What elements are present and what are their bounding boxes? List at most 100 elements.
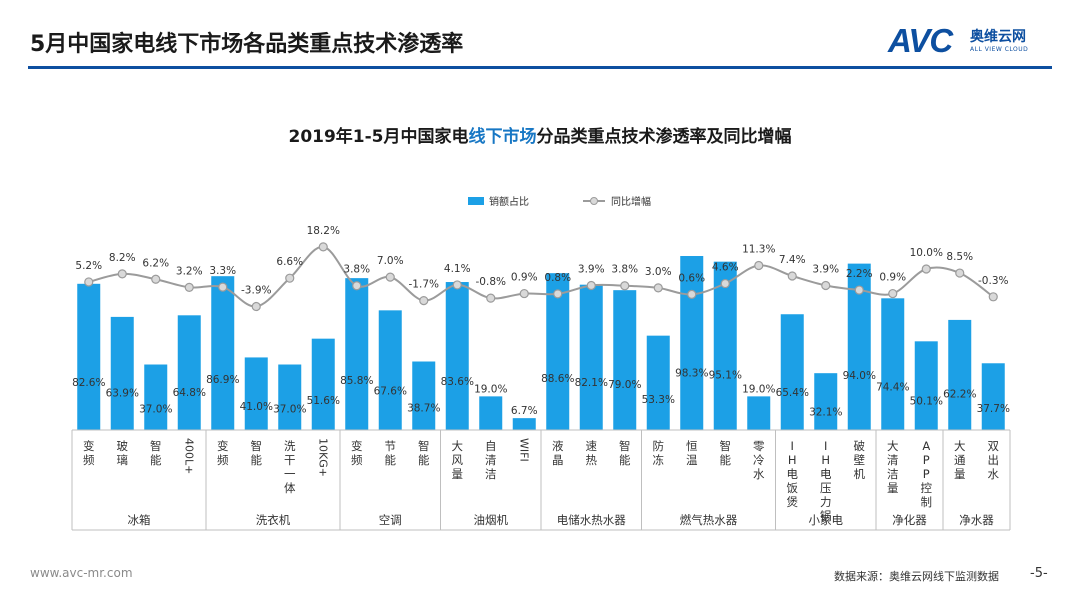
category-label: 变频 [217, 439, 229, 467]
growth-label: 11.3% [742, 243, 775, 255]
growth-point [352, 281, 362, 291]
category-label-char: 变 [83, 439, 95, 453]
growth-label: -0.3% [978, 275, 1008, 287]
bar-value-label: 85.8% [340, 375, 373, 387]
bar [613, 290, 637, 430]
growth-label: 6.2% [142, 257, 169, 269]
group-label: 电储水热水器 [557, 513, 626, 527]
growth-label: 8.5% [946, 251, 973, 263]
category-label-char: H [821, 453, 830, 467]
growth-point [117, 269, 127, 279]
category-label-char: A [922, 439, 930, 453]
category-label-char: P [923, 467, 930, 481]
category-label-char: 璃 [117, 453, 129, 467]
category-label-char: 大 [954, 439, 966, 453]
bar-value-label: 19.0% [474, 383, 507, 395]
category-label-char: 热 [586, 453, 598, 467]
growth-point [184, 282, 194, 292]
growth-label: 3.3% [209, 265, 236, 277]
growth-point [519, 288, 529, 299]
category-label-char: 洁 [485, 467, 497, 481]
growth-label: 3.9% [812, 263, 839, 275]
bar-value-label: 19.0% [742, 383, 775, 395]
growth-label: 0.9% [879, 272, 906, 284]
growth-point [251, 301, 261, 312]
bar-value-label: 82.6% [72, 377, 105, 389]
category-label: WIFI [517, 438, 530, 462]
category-label-char: 洁 [887, 467, 899, 481]
growth-point [720, 278, 730, 289]
legend-label-bar: 销额占比 [489, 195, 529, 208]
category-label: 速热 [586, 439, 598, 467]
category-label-char: 玻 [117, 439, 129, 453]
category-label-char: 智 [720, 439, 732, 453]
bar-value-label: 79.0% [608, 379, 641, 391]
category-label-char: 体 [284, 481, 296, 495]
category-label-char: 频 [351, 453, 363, 467]
category-label-char: 能 [251, 453, 263, 467]
growth-label: 5.2% [75, 260, 102, 272]
category-label-char: 温 [686, 453, 698, 467]
legend-swatch-bar [468, 197, 484, 205]
group-label: 空调 [379, 513, 402, 527]
bar [713, 261, 737, 430]
chart-title-part: 分品类重点技术渗透率及同比增幅 [537, 126, 792, 147]
bar [479, 396, 503, 430]
bar-value-label: 6.7% [511, 405, 538, 417]
bar-value-label: 37.0% [139, 403, 172, 415]
bar [445, 282, 469, 430]
category-label: 零冷水 [753, 439, 765, 481]
growth-point [955, 268, 965, 278]
bar-value-label: 62.2% [943, 389, 976, 401]
category-label-char: 制 [921, 495, 933, 509]
legend-marker-line [590, 197, 598, 205]
growth-label: -0.8% [476, 276, 506, 288]
category-label-char: 能 [150, 453, 162, 467]
category-label-char: 冷 [753, 453, 765, 467]
growth-point [888, 288, 898, 299]
category-label-char: 速 [586, 439, 598, 453]
bar [680, 256, 704, 430]
category-label-char: 压 [820, 481, 832, 495]
logo-brand: AVC [888, 22, 953, 59]
category-label-char: 机 [854, 467, 866, 481]
category-label-char: P [923, 453, 930, 467]
growth-point [385, 272, 395, 282]
group-label: 小家电 [809, 513, 844, 527]
growth-point [285, 273, 295, 283]
bar [378, 310, 402, 430]
bar-value-label: 86.9% [206, 374, 239, 386]
category-label: 恒温 [686, 439, 698, 467]
category-label-char: H [788, 453, 797, 467]
category-label-char: 智 [418, 439, 430, 453]
category-label-char: 锅 [820, 509, 832, 523]
footer-source: 数据来源：奥维云网线下监测数据 [834, 570, 999, 583]
group-label: 净化器 [892, 513, 927, 527]
bar [747, 396, 771, 430]
growth-label: 3.9% [578, 263, 605, 275]
category-label-char: 恒 [686, 439, 698, 453]
growth-point [754, 260, 764, 271]
category-label: 大风量 [452, 439, 464, 481]
chart-title: 2019年1-5月中国家电线下市场分品类重点技术渗透率及同比增幅 [288, 126, 791, 147]
growth-label: 3.2% [176, 265, 203, 277]
logo-name-en: ALL VIEW CLOUD [970, 46, 1029, 53]
category-label-char: 能 [418, 453, 430, 467]
growth-point [151, 274, 161, 284]
bar-value-label: 38.7% [407, 402, 440, 414]
bar-value-label: 82.1% [575, 377, 608, 389]
chart-title-part: 2019年1-5月中国家电 [288, 126, 468, 147]
footer-website: www.avc-mr.com [30, 566, 133, 580]
category-label-char: I [824, 439, 827, 453]
category-label-char: 自 [485, 439, 497, 453]
category-label-char: 干 [284, 453, 296, 467]
category-label: 大清洁量 [887, 439, 899, 495]
category-label-char: 智 [619, 439, 631, 453]
category-label-char: 冻 [653, 453, 665, 467]
growth-label: 3.0% [645, 266, 672, 278]
category-label-char: 风 [452, 453, 464, 467]
logo-name-cn: 奥维云网 [970, 29, 1026, 45]
category-label-char: 大 [887, 439, 899, 453]
category-label: 破壁机 [854, 439, 866, 481]
